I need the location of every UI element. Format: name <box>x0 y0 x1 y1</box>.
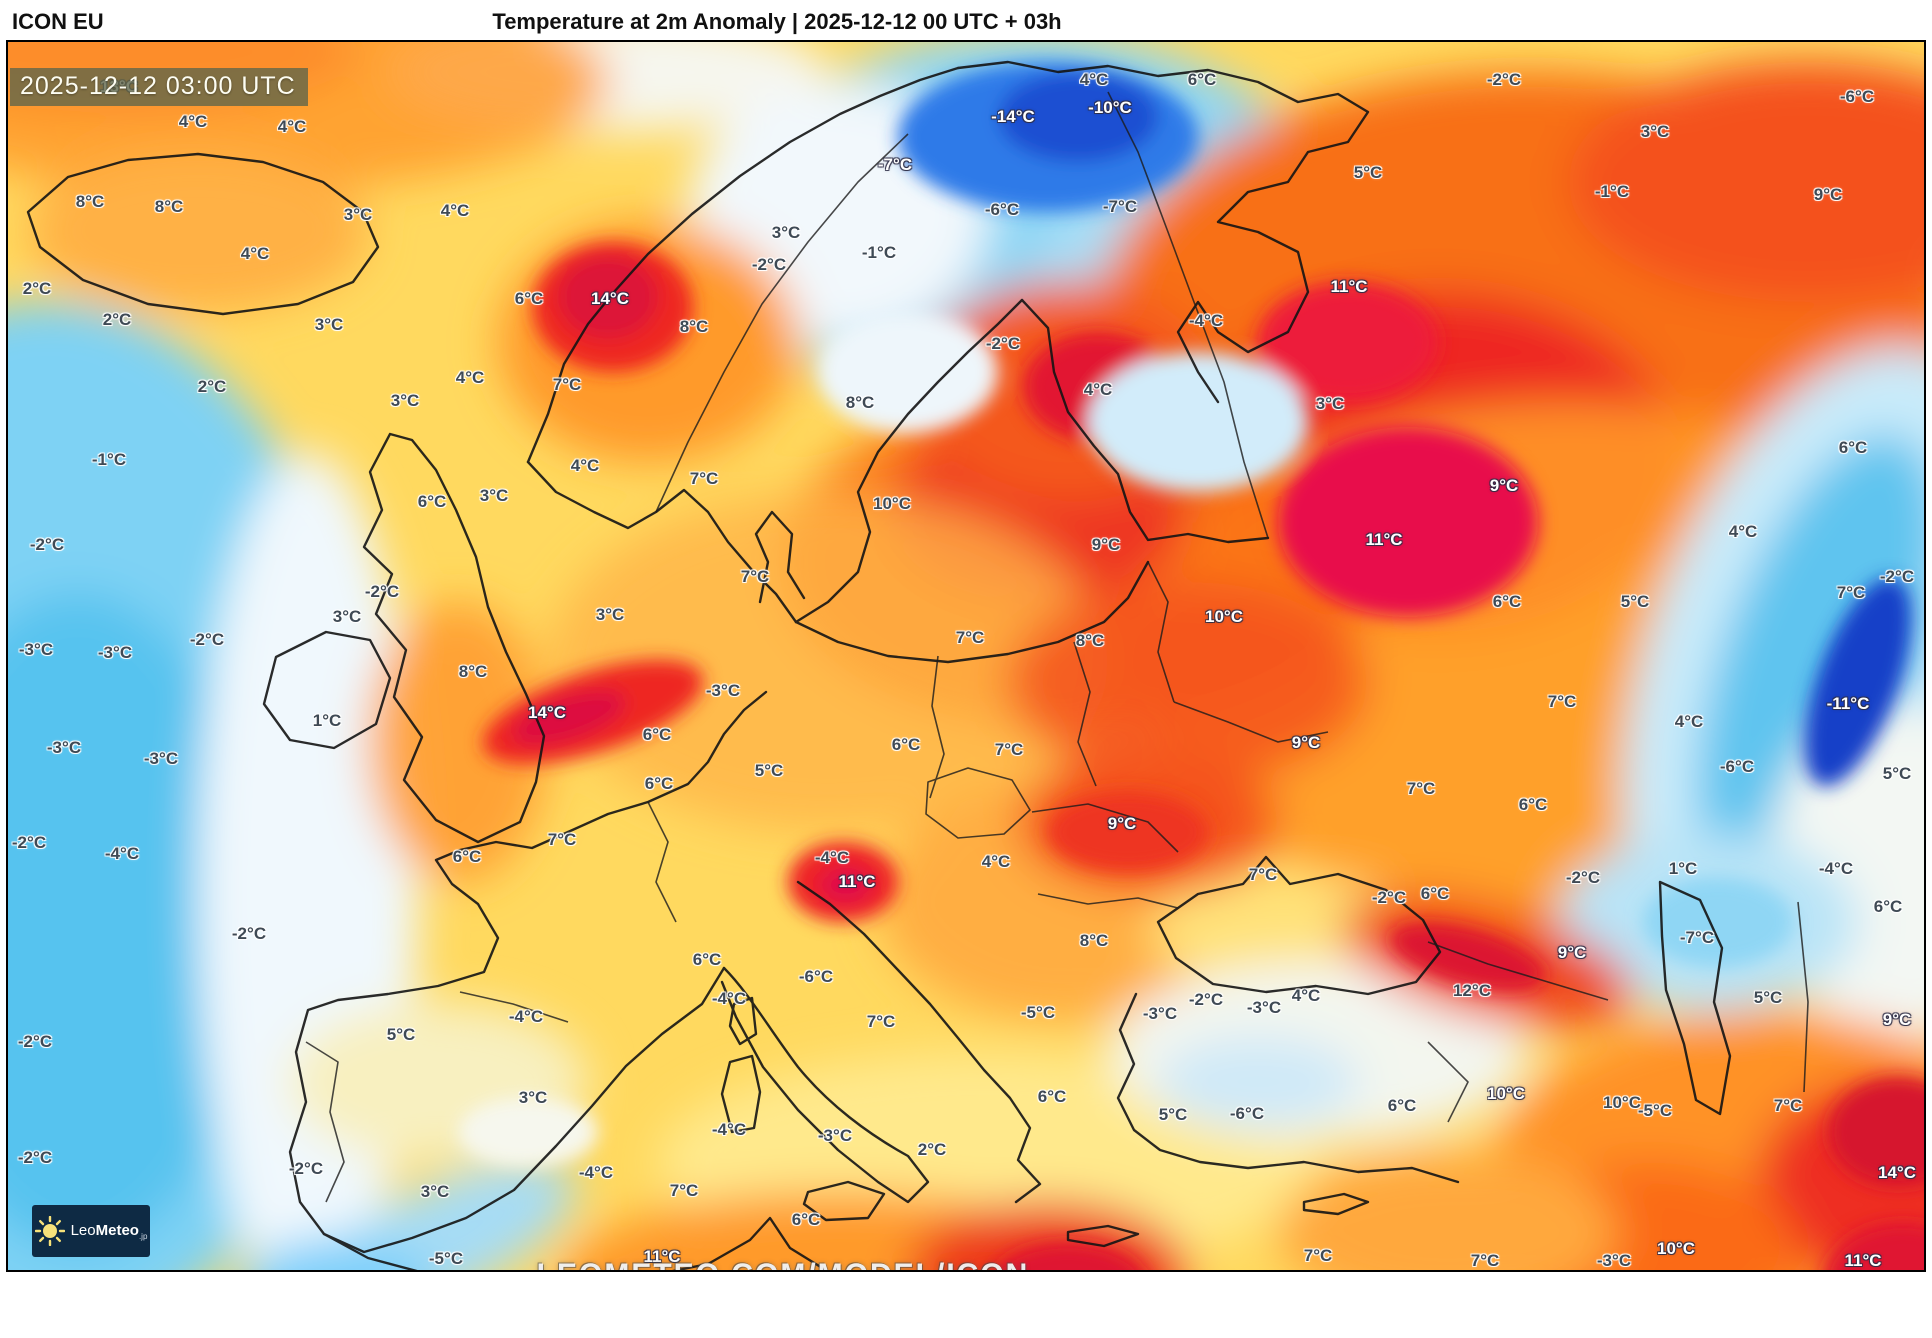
country-borders <box>305 91 1809 1203</box>
coastlines <box>26 60 1732 1270</box>
legend-bar: -14.20 °C 15.00 °C -32-24-16-808162432 Z… <box>0 1272 1932 1338</box>
page-title: Temperature at 2m Anomaly | 2025-12-12 0… <box>492 9 1062 34</box>
timestamp-overlay: 2025-12-12 03:00 UTC <box>10 68 308 106</box>
leometeo-logo: LeoMeteo.jp <box>32 1205 150 1257</box>
watermark: LEOMETEO.COM/MODEL/ICON <box>537 1258 1030 1270</box>
header-bar: ICON EU Temperature at 2m Anomaly | 2025… <box>0 0 1932 40</box>
map-canvas: 13°C4°C4°C8°C8°C3°C4°C2°C4°C2°C3°C2°C-1°… <box>6 40 1926 1272</box>
model-name: ICON EU <box>12 9 104 34</box>
logo-text: LeoMeteo.jp <box>70 1221 148 1241</box>
sun-icon <box>34 1216 65 1246</box>
anomaly-field <box>8 42 1924 1270</box>
